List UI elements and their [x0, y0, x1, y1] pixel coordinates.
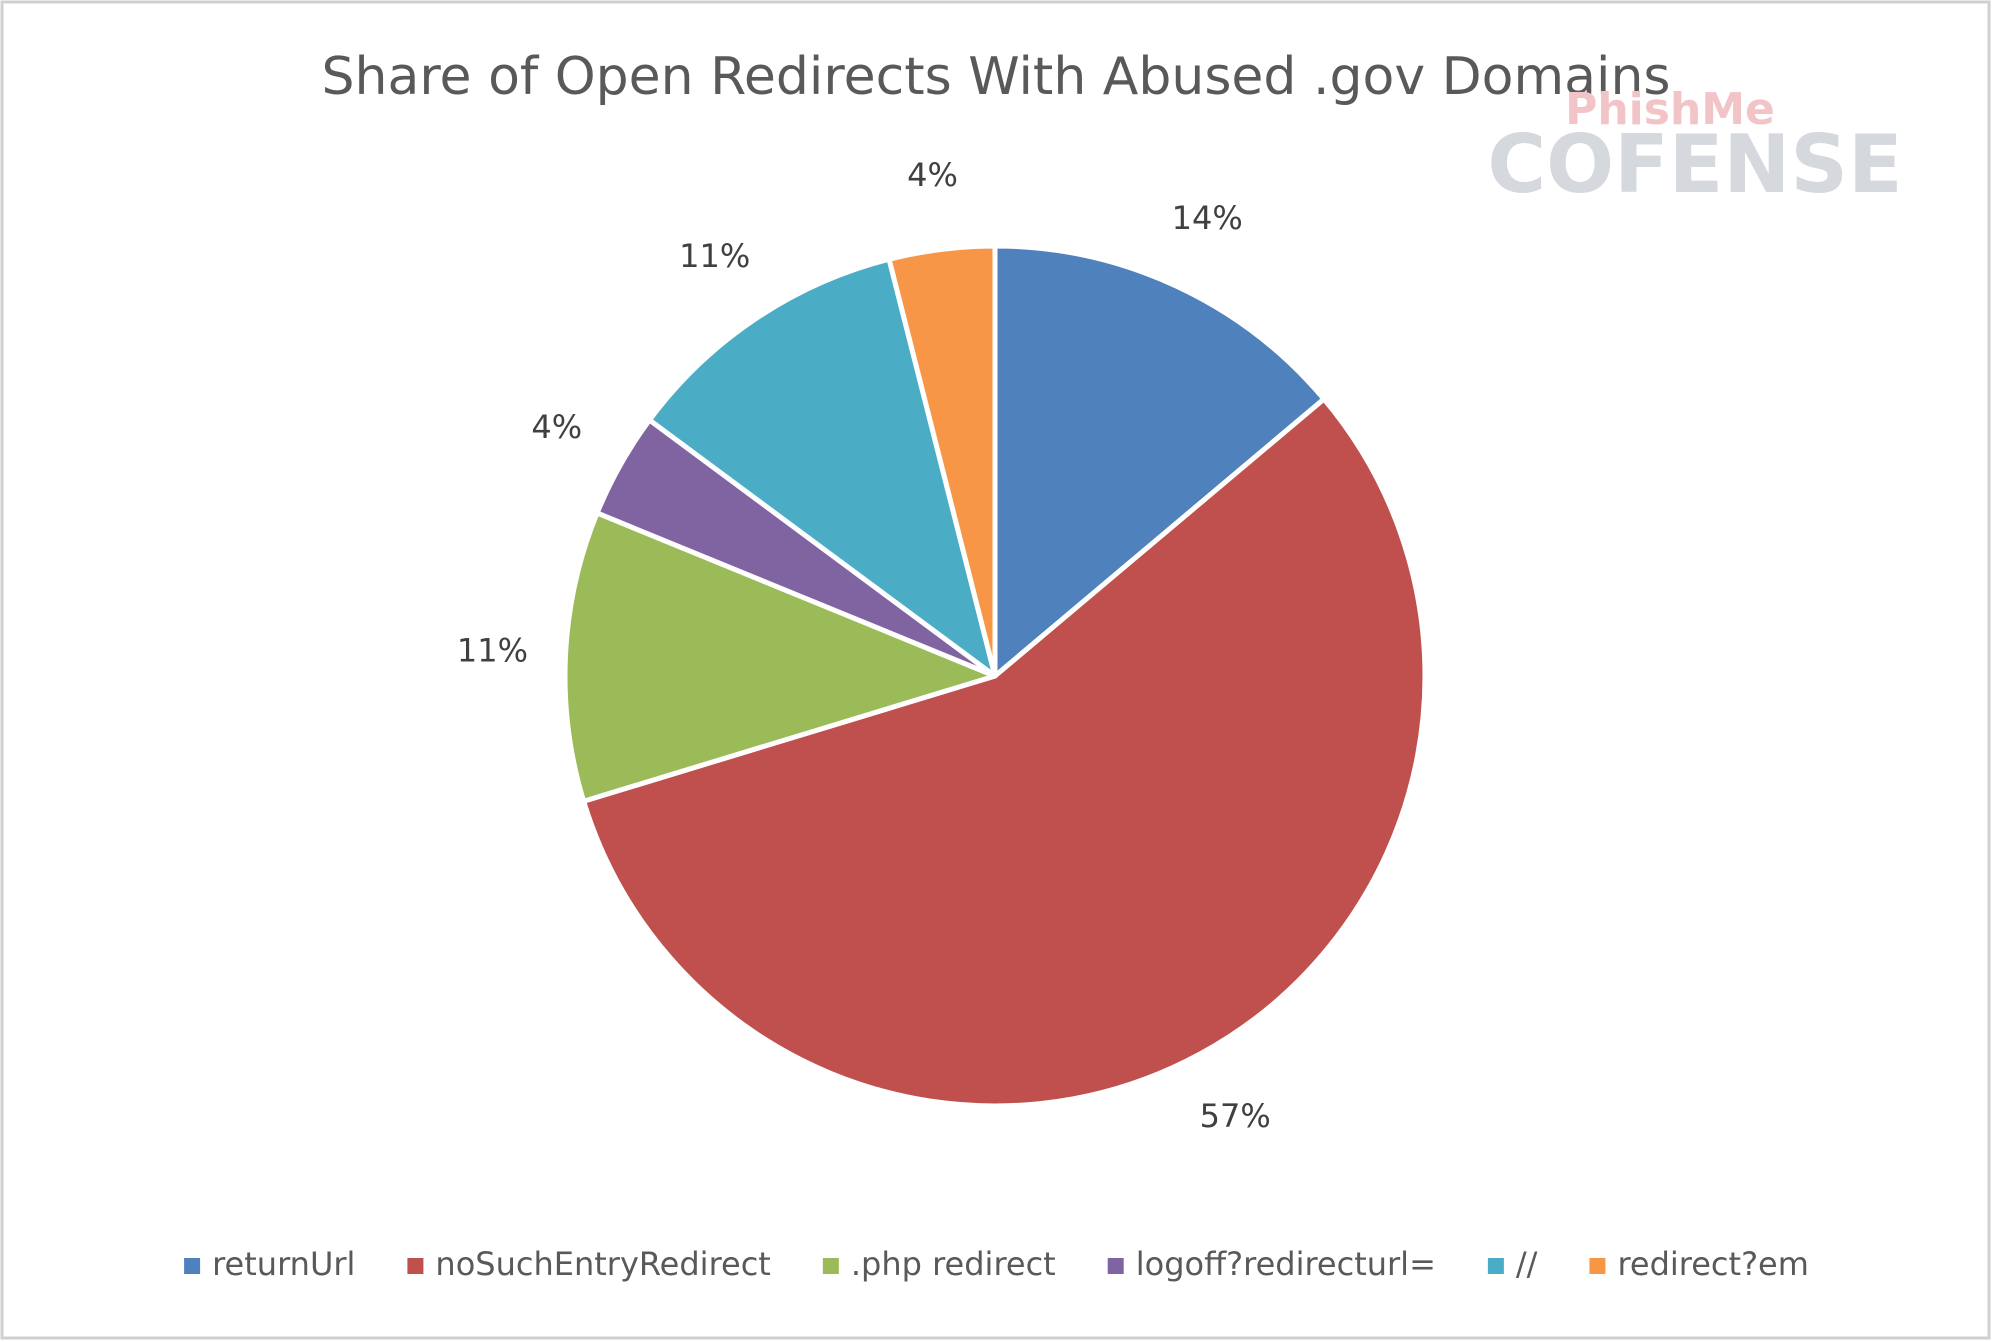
legend-label: returnUrl: [212, 1245, 355, 1283]
legend-swatch: [1589, 1258, 1606, 1274]
data-label: 14%: [1172, 199, 1243, 237]
pie-slice: [992, 243, 1327, 679]
legend-swatch: [1107, 1258, 1124, 1274]
legend-label: noSuchEntryRedirect: [435, 1245, 770, 1283]
pie-slice: [562, 510, 998, 804]
data-label: 11%: [679, 237, 750, 275]
pie-slice: [646, 256, 998, 679]
logo-top: PhishMe: [1565, 84, 1775, 135]
legend-swatch: [822, 1258, 839, 1274]
legend-swatch: [1487, 1258, 1504, 1274]
legend-label: logoff?redirecturl=: [1136, 1245, 1436, 1283]
pie-slice: [886, 243, 998, 679]
legend-label: redirect?em: [1617, 1245, 1808, 1283]
legend-label: .php redirect: [851, 1245, 1056, 1283]
data-label: 4%: [531, 408, 582, 446]
chart-title: Share of Open Redirects With Abused .gov…: [321, 47, 1670, 107]
legend-swatch: [407, 1258, 424, 1274]
data-label: 57%: [1200, 1097, 1271, 1135]
pie-slice: [581, 396, 1428, 1109]
legend-label: //: [1516, 1245, 1538, 1283]
legend-swatch: [184, 1258, 201, 1274]
data-label: 4%: [907, 156, 958, 194]
logo-main: COFENSE: [1487, 118, 1902, 211]
data-label: 11%: [457, 632, 528, 670]
